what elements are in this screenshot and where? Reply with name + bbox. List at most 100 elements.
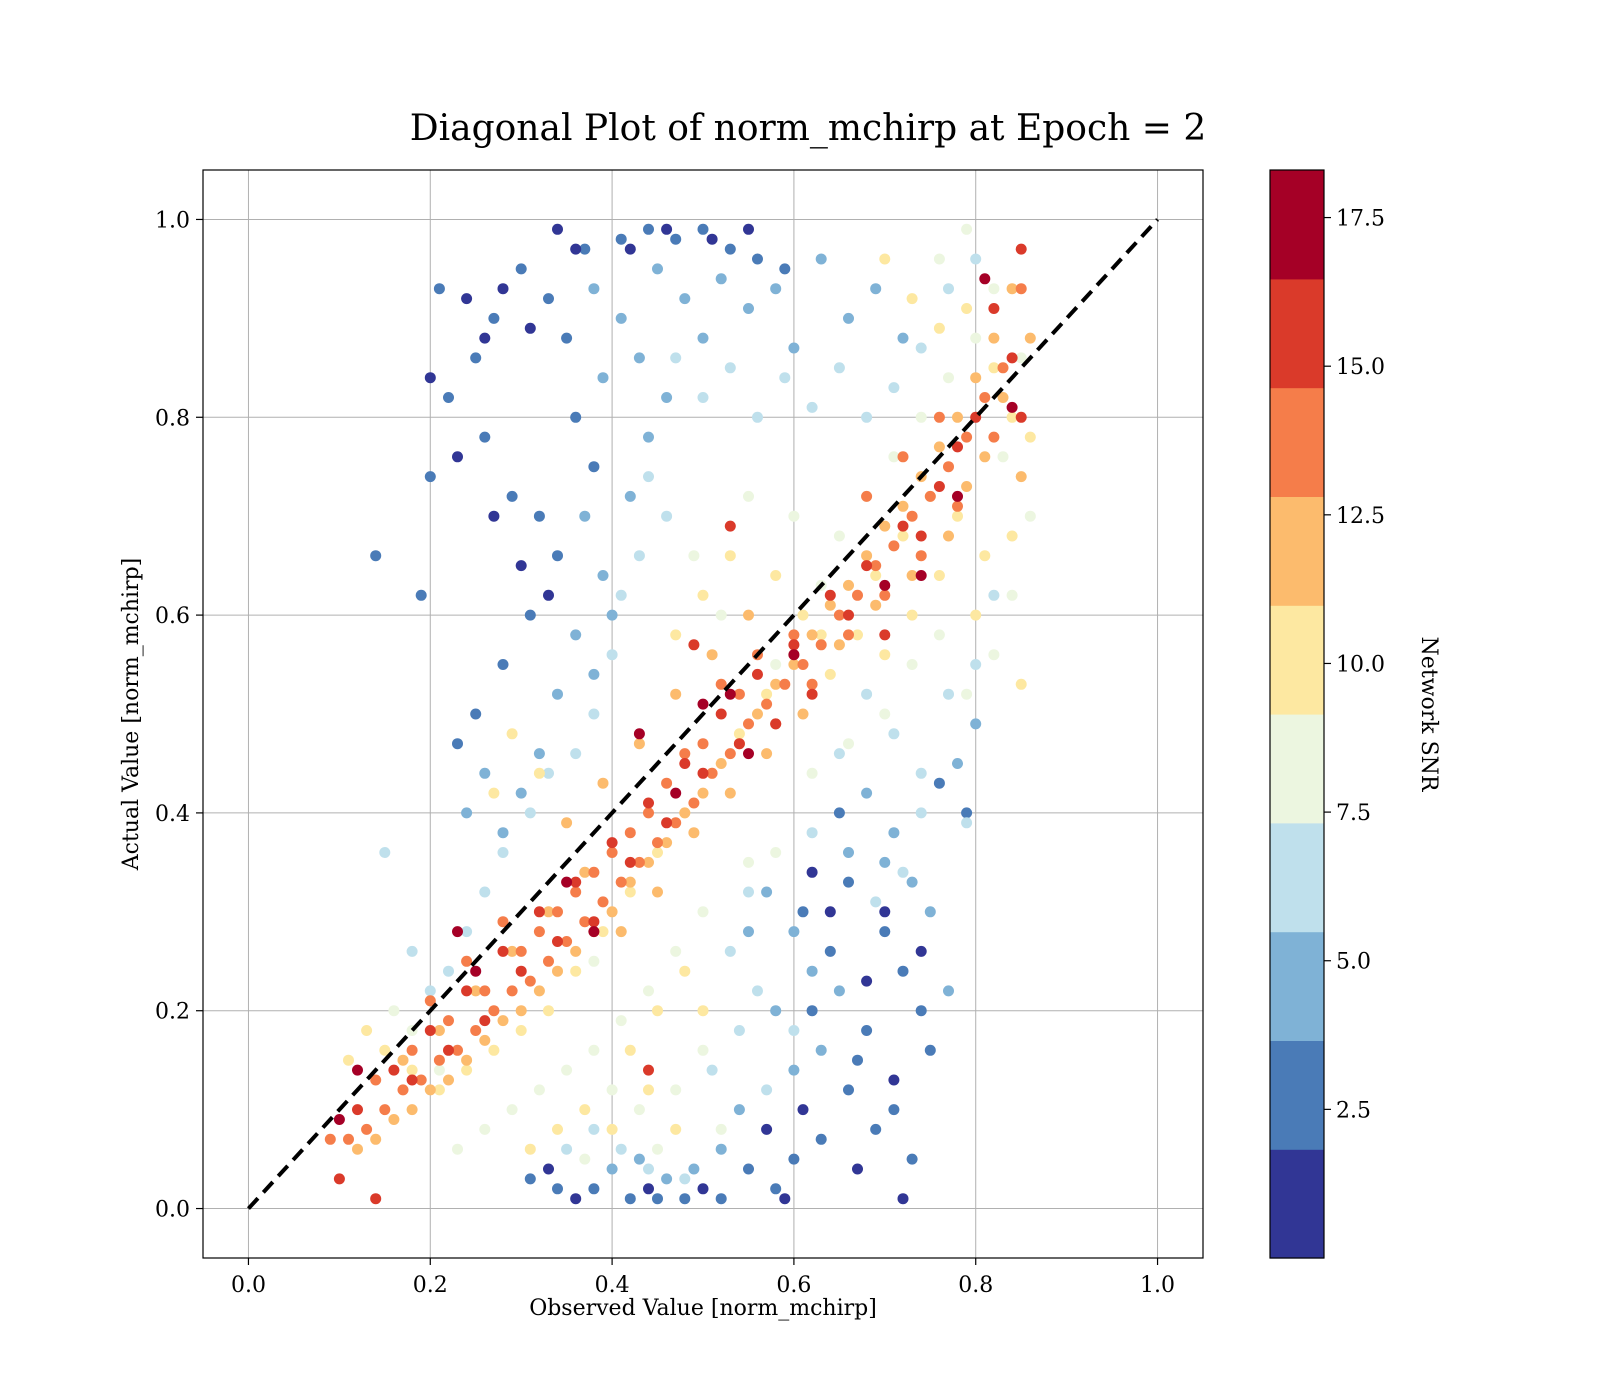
- scatter-point: [879, 520, 891, 532]
- scatter-point: [488, 312, 500, 324]
- scatter-point: [879, 856, 891, 868]
- scatter-point: [915, 550, 927, 562]
- scatter-point: [843, 1084, 854, 1096]
- scatter-point: [688, 1163, 700, 1175]
- scatter-point: [588, 926, 600, 938]
- scatter-point: [824, 599, 836, 611]
- scatter-point: [724, 550, 736, 562]
- colorbar-segment: [1270, 931, 1324, 1041]
- scatter-point: [770, 847, 782, 858]
- scatter-point: [788, 649, 800, 661]
- scatter-point: [533, 767, 545, 779]
- scatter-point: [852, 1163, 863, 1175]
- scatter-point: [843, 579, 854, 591]
- scatter-point: [970, 332, 982, 344]
- scatter-point: [533, 510, 545, 522]
- scatter-point: [861, 787, 873, 799]
- scatter-point: [552, 1183, 563, 1195]
- y-tick-label: 0.0: [155, 1198, 190, 1223]
- scatter-point: [797, 609, 809, 621]
- colorbar-segment: [1270, 1149, 1324, 1259]
- scatter-point: [579, 916, 591, 928]
- scatter-point: [724, 945, 736, 957]
- scatter-point: [770, 1183, 782, 1195]
- scatter-point: [815, 639, 827, 651]
- scatter-point: [888, 382, 900, 394]
- scatter-point: [861, 411, 873, 423]
- scatter-point: [743, 926, 754, 938]
- scatter-point: [697, 392, 709, 403]
- scatter-point: [988, 362, 1000, 374]
- scatter-point: [733, 688, 745, 700]
- scatter-point: [661, 1173, 673, 1185]
- scatter-point: [633, 738, 645, 750]
- scatter-point: [370, 1133, 382, 1145]
- scatter-point: [652, 847, 663, 858]
- scatter-point: [724, 787, 736, 799]
- scatter-point: [797, 1104, 809, 1116]
- scatter-point: [724, 362, 736, 374]
- scatter-point: [952, 411, 963, 423]
- scatter-point: [524, 1173, 536, 1185]
- scatter-point: [679, 748, 691, 760]
- scatter-point: [497, 827, 509, 839]
- scatter-point: [943, 688, 954, 700]
- scatter-point: [661, 837, 673, 849]
- scatter-point: [588, 955, 600, 967]
- scatter-point: [797, 659, 809, 670]
- scatter-point: [833, 639, 845, 651]
- scatter-point: [988, 283, 1000, 295]
- scatter-point: [615, 233, 627, 245]
- scatter-point: [915, 1005, 927, 1017]
- scatter-point: [752, 668, 763, 680]
- scatter-point: [479, 1015, 491, 1027]
- scatter-point: [988, 649, 1000, 661]
- scatter-point: [633, 728, 645, 740]
- scatter-point: [615, 312, 627, 324]
- scatter-point: [879, 253, 891, 265]
- scatter-point: [743, 886, 754, 898]
- scatter-point: [897, 520, 909, 532]
- scatter-point: [679, 758, 691, 769]
- scatter-point: [643, 856, 654, 868]
- y-axis-label: Actual Value [norm_mchirp]: [119, 558, 144, 872]
- scatter-point: [961, 807, 973, 819]
- scatter-point: [570, 629, 582, 641]
- scatter-point: [770, 283, 782, 295]
- scatter-point: [588, 283, 600, 295]
- scatter-point: [870, 570, 882, 581]
- scatter-point: [597, 926, 609, 938]
- scatter-point: [552, 223, 563, 235]
- scatter-point: [624, 886, 636, 898]
- scatter-point: [552, 965, 563, 977]
- scatter-point: [824, 668, 836, 680]
- scatter-point: [906, 1153, 918, 1165]
- scatter-point: [879, 579, 891, 591]
- scatter-point: [533, 1084, 545, 1096]
- y-tick-label: 1.0: [155, 208, 190, 233]
- scatter-point: [761, 688, 773, 700]
- scatter-point: [761, 748, 773, 760]
- scatter-point: [733, 1025, 745, 1036]
- scatter-point: [397, 1084, 409, 1096]
- scatter-point: [697, 1005, 709, 1017]
- scatter-point: [633, 1104, 645, 1116]
- colorbar-tick-label: 2.5: [1336, 1098, 1371, 1123]
- scatter-point: [806, 401, 818, 413]
- scatter-point: [1024, 332, 1036, 344]
- scatter-point: [906, 609, 918, 621]
- scatter-point: [1006, 589, 1018, 601]
- scatter-point: [424, 471, 436, 483]
- scatter-point: [897, 530, 909, 542]
- scatter-point: [952, 441, 963, 453]
- scatter-point: [524, 975, 536, 987]
- scatter-point: [543, 1163, 554, 1175]
- scatter-point: [515, 263, 527, 275]
- scatter-point: [352, 1104, 363, 1116]
- scatter-point: [933, 629, 945, 641]
- scatter-point: [470, 965, 482, 977]
- scatter-point: [633, 856, 645, 868]
- scatter-point: [788, 1025, 800, 1036]
- scatter-point: [643, 985, 654, 997]
- scatter-point: [661, 392, 673, 403]
